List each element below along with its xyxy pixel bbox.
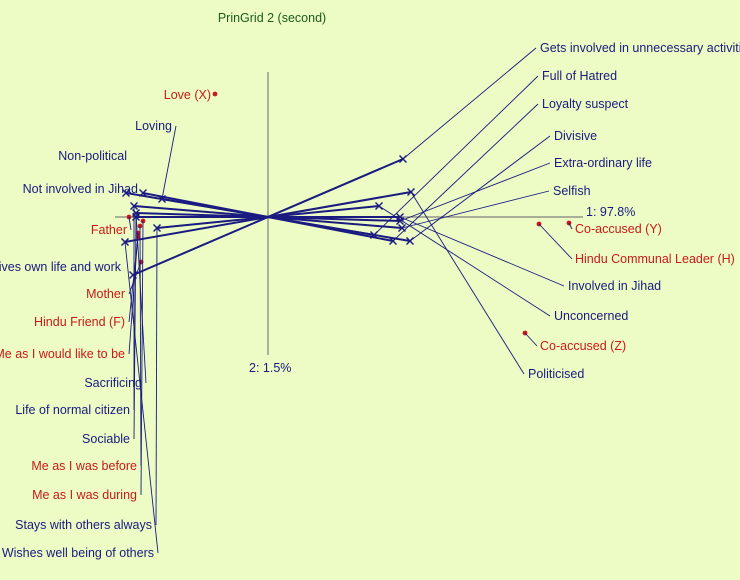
construct-line-8 [124,191,412,243]
element-label-6: Me as I was during [32,488,137,502]
construct-right-leader-0 [402,47,537,160]
construct-right-label-5: Selfish [553,184,591,198]
element-leader-9 [524,332,538,347]
construct-right-label-1: Full of Hatred [542,69,617,83]
element-label-9: Co-accused (Z) [540,339,626,353]
construct-right-leader-1 [373,75,539,236]
construct-left-marker-3-b [122,189,130,197]
construct-left-leader-8 [124,241,159,554]
element-label-8: Hindu Communal Leader (H) [575,252,735,266]
element-leader-7 [568,222,573,230]
construct-right-label-8: Politicised [528,367,584,381]
construct-right-leader-2 [392,103,539,242]
element-label-7: Co-accused (Y) [575,222,662,236]
element-label-1: Father [91,223,127,237]
chart-title: PrinGrid 2 (second) [218,11,326,25]
construct-right-label-2: Loyalty suspect [542,97,629,111]
element-leader-6 [140,220,144,496]
element-leader-5 [139,225,142,467]
construct-right-leader-7 [378,205,551,317]
axis-2-label: 2: 1.5% [249,361,291,375]
construct-right-label-7: Unconcerned [554,309,628,323]
element-leader-4 [128,232,139,355]
construct-left-label-8: Wishes well being of others [2,546,154,560]
element-label-3: Hindu Friend (F) [34,315,125,329]
construct-left-leader-4 [135,212,147,384]
construct-right-leader-6 [399,216,565,287]
element-label-4: Me as I would like to be [0,347,125,361]
construct-left-label-0: Non-political [58,149,127,163]
construct-left-marker-3 [122,189,130,197]
construct-left-label-7: Stays with others always [15,518,152,532]
element-label-2: Mother [86,287,125,301]
construct-left-leader-7 [155,227,158,526]
axis-1-label: 1: 97.8% [586,205,635,219]
construct-right-leader-3 [409,135,551,242]
construct-right-label-3: Divisive [554,129,597,143]
construct-left-label-3: Lives own life and work [0,260,122,274]
element-leader-1 [128,216,132,231]
construct-right-leader-4 [399,162,551,222]
construct-right-label-6: Involved in Jihad [568,279,661,293]
element-leader-8 [538,223,573,260]
construct-left-label-1: Loving [135,119,172,133]
element-label-5: Me as I was before [31,459,137,473]
construct-right-leader-5 [401,190,550,229]
construct-right-label-0: Gets involved in unnecessary activities [540,41,740,55]
construct-left-label-5: Life of normal citizen [15,403,130,417]
construct-left-label-6: Sociable [82,432,130,446]
construct-right-leader-8 [410,191,525,375]
construct-left-label-4: Sacrificing [84,376,142,390]
element-point-0 [212,91,218,97]
construct-left-label-2: Not involved in Jihad [23,182,138,196]
construct-left-leader-1 [161,125,177,200]
construct-right-label-4: Extra-ordinary life [554,156,652,170]
construct-left-leader-6 [133,216,137,440]
element-label-0: Love (X) [164,88,211,102]
